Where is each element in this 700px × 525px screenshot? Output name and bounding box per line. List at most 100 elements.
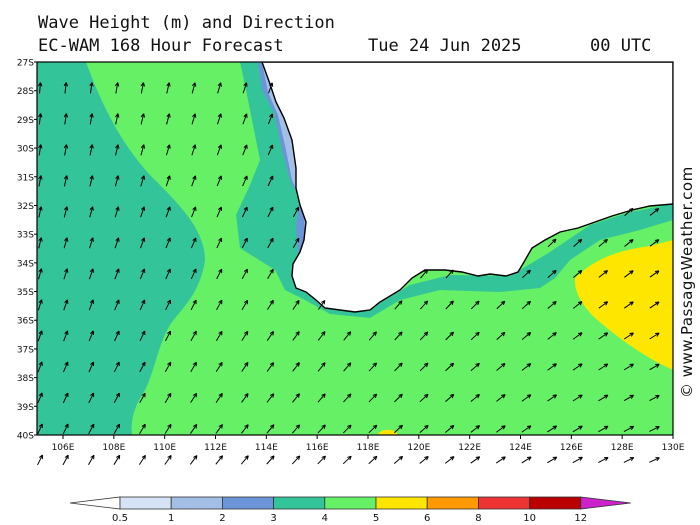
wave-direction-arrow bbox=[368, 393, 378, 403]
wave-direction-arrow bbox=[190, 361, 197, 372]
wave-direction-arrow bbox=[572, 332, 583, 340]
wave-direction-arrow bbox=[164, 455, 172, 465]
wave-direction-arrow bbox=[496, 425, 506, 433]
legend-color-box bbox=[529, 496, 582, 510]
wave-direction-arrow bbox=[191, 144, 197, 156]
wave-direction-arrow bbox=[115, 82, 120, 94]
lon-label: 108E bbox=[102, 443, 125, 453]
wave-direction-arrow bbox=[216, 268, 223, 280]
wave-direction-arrow bbox=[419, 331, 429, 341]
wave-direction-arrow bbox=[268, 82, 274, 94]
wave-direction-arrow bbox=[139, 392, 146, 404]
wave-direction-arrow bbox=[267, 175, 274, 187]
lat-label: 32S bbox=[17, 202, 34, 212]
wave-direction-arrow bbox=[521, 300, 531, 310]
wave-direction-arrow bbox=[88, 361, 95, 373]
wave-direction-arrow bbox=[292, 393, 300, 403]
wave-direction-arrow bbox=[649, 394, 660, 402]
wave-direction-arrow bbox=[470, 300, 480, 310]
wave-direction-arrow bbox=[623, 332, 634, 340]
wave-direction-arrow bbox=[521, 456, 532, 464]
wave-direction-arrow bbox=[216, 175, 223, 187]
chart-title: Wave Height (m) and Direction bbox=[38, 13, 335, 33]
latitude-labels: 27S 28S 29S 30S 31S 32S 33S 34S 35S 36S 37S 38S 39S 4… bbox=[17, 59, 37, 442]
wave-direction-arrow bbox=[394, 331, 403, 341]
lon-label: 106E bbox=[52, 443, 75, 453]
wave-direction-arrow bbox=[139, 268, 146, 280]
lat-label: 28S bbox=[17, 87, 34, 97]
wave-direction-arrow bbox=[394, 393, 403, 403]
wave-direction-arrow bbox=[240, 455, 249, 465]
wave-direction-arrow bbox=[368, 424, 378, 434]
wave-direction-arrow bbox=[216, 299, 223, 311]
lat-label: 31S bbox=[17, 173, 34, 183]
lon-label: 124E bbox=[509, 443, 532, 453]
wave-direction-arrow bbox=[37, 330, 43, 342]
wave-direction-arrow bbox=[113, 423, 121, 435]
wave-direction-arrow bbox=[521, 425, 532, 433]
wave-direction-arrow bbox=[88, 423, 95, 435]
wave-direction-arrow bbox=[89, 206, 94, 218]
wave-direction-arrow bbox=[63, 237, 69, 249]
legend-color-box bbox=[324, 496, 377, 510]
wave-direction-arrow bbox=[470, 425, 481, 433]
wave-direction-arrow bbox=[496, 300, 506, 310]
wave-direction-arrow bbox=[165, 299, 171, 311]
wave-direction-arrow bbox=[522, 269, 531, 279]
wave-direction-arrow bbox=[266, 393, 275, 403]
wave-direction-arrow bbox=[547, 300, 557, 309]
wave-direction-arrow bbox=[242, 144, 248, 156]
wave-direction-arrow bbox=[216, 237, 223, 249]
legend-color-box bbox=[170, 496, 223, 510]
wave-band-2-3 bbox=[258, 62, 313, 255]
wave-direction-arrow bbox=[598, 238, 608, 247]
wave-direction-arrow bbox=[572, 363, 583, 371]
wave-direction-arrow bbox=[266, 331, 274, 341]
wave-direction-arrow bbox=[624, 239, 634, 247]
legend-color-box bbox=[477, 496, 530, 510]
wave-direction-arrow bbox=[547, 238, 557, 248]
lon-label: 116E bbox=[306, 443, 329, 453]
wave-direction-arrow bbox=[191, 113, 197, 125]
wave-direction-arrow bbox=[292, 206, 300, 218]
wave-direction-arrow bbox=[165, 206, 171, 218]
wave-direction-arrow bbox=[445, 331, 454, 341]
wave-direction-arrow bbox=[215, 424, 223, 434]
wave-direction-arrow bbox=[37, 454, 43, 466]
wave-direction-arrow bbox=[190, 268, 197, 280]
wave-direction-arrow bbox=[89, 175, 94, 187]
wave-height-legend: 0.5 1 2 3 4 5 6 8 10 12 bbox=[69, 496, 631, 524]
wave-direction-arrow bbox=[624, 270, 634, 278]
wave-direction-arrow bbox=[266, 362, 275, 372]
wave-direction-arrow bbox=[191, 175, 197, 187]
wave-direction-arrow bbox=[598, 425, 609, 433]
wave-direction-arrow bbox=[266, 424, 275, 434]
wave-band-5-6 bbox=[574, 240, 673, 370]
map-frame bbox=[36, 61, 674, 436]
wave-direction-arrow bbox=[113, 454, 121, 465]
wave-direction-arrow bbox=[598, 456, 609, 463]
wave-direction-arrow bbox=[317, 455, 326, 465]
wave-direction-arrow bbox=[63, 299, 69, 311]
wave-direction-arrow bbox=[38, 144, 43, 156]
wave-direction-arrow bbox=[292, 424, 301, 434]
wave-direction-arrow bbox=[623, 425, 635, 433]
wave-direction-arrow bbox=[343, 362, 352, 372]
wave-direction-arrow bbox=[317, 393, 326, 403]
wave-direction-arrow bbox=[649, 426, 660, 432]
legend-color-box bbox=[273, 496, 326, 510]
wave-direction-arrow bbox=[266, 455, 275, 465]
wave-direction-arrow bbox=[88, 454, 95, 466]
wave-direction-arrow bbox=[164, 423, 172, 434]
wave-direction-arrow bbox=[292, 300, 300, 310]
wave-direction-arrow bbox=[63, 175, 69, 187]
wave-direction-arrow bbox=[138, 454, 146, 465]
wave-direction-arrow bbox=[598, 301, 609, 309]
wave-direction-arrow bbox=[419, 424, 429, 433]
wave-direction-arrow bbox=[649, 270, 660, 278]
wave-direction-arrow bbox=[241, 268, 248, 280]
wave-direction-arrow bbox=[572, 394, 583, 402]
lon-label: 118E bbox=[357, 443, 380, 453]
wave-direction-arrow bbox=[242, 113, 248, 125]
